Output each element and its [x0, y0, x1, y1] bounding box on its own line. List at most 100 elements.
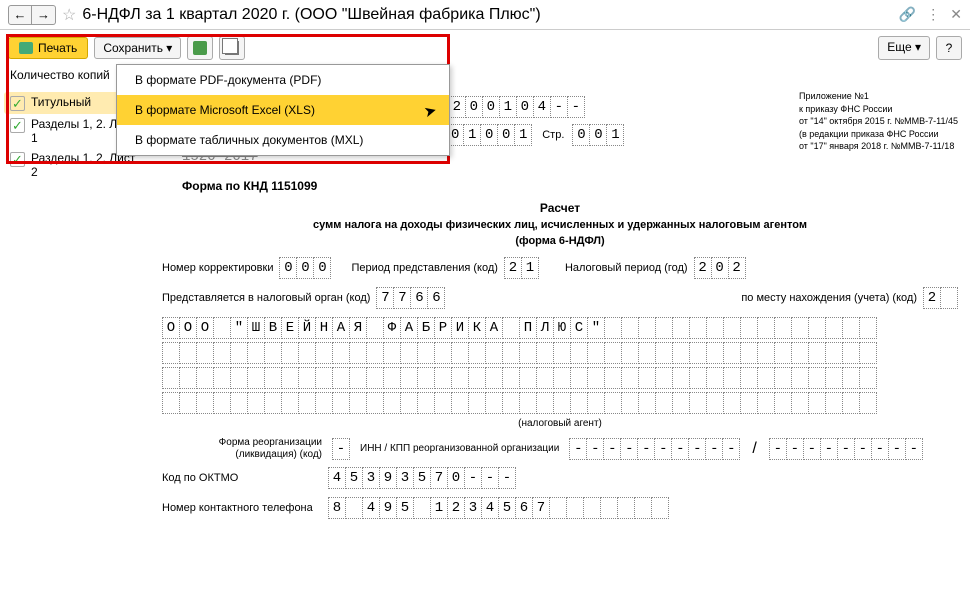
form-cell: [604, 392, 622, 414]
dropdown-item-xls[interactable]: В формате Microsoft Excel (XLS): [117, 95, 449, 125]
form-cell: 0: [296, 257, 314, 279]
form-cell: [757, 317, 775, 339]
form-cell: [774, 342, 792, 364]
save-dropdown-button[interactable]: Сохранить ▾: [94, 37, 181, 59]
form-cell: [485, 392, 503, 414]
form-cell: 4: [533, 96, 551, 118]
close-icon[interactable]: ✕: [950, 6, 962, 23]
period-label: Период представления (код): [351, 262, 497, 274]
kebab-menu-icon[interactable]: ⋮: [926, 6, 940, 23]
form-cell: [383, 367, 401, 389]
form-cell: [162, 367, 180, 389]
form-cell: 1: [463, 124, 481, 146]
form-cell: [400, 342, 418, 364]
form-cell: Я: [349, 317, 367, 339]
form-cell: [859, 367, 877, 389]
org-name-row4: [162, 392, 877, 414]
form-cell: [672, 342, 690, 364]
form-cell: [808, 342, 826, 364]
org-name-row1: ООО"ШВЕЙНАЯФАБРИКАПЛЮС": [162, 317, 877, 339]
tax-org-label: Представляется в налоговый орган (код): [162, 292, 370, 304]
checkbox-checked-icon[interactable]: ✓: [10, 96, 25, 111]
form-cell: -: [464, 467, 482, 489]
form-cell: 4: [328, 467, 346, 489]
form-cell: И: [451, 317, 469, 339]
print-button[interactable]: Печать: [8, 37, 88, 59]
form-cell: [383, 392, 401, 414]
form-cell: -: [332, 438, 350, 460]
form-cell: [638, 317, 656, 339]
form-cell: [383, 342, 401, 364]
form-cell: [553, 392, 571, 414]
correction-label: Номер корректировки: [162, 262, 273, 274]
copy-button[interactable]: [219, 36, 245, 60]
form-cell: [587, 367, 605, 389]
nav-back-button[interactable]: ←: [8, 5, 32, 25]
form-cell: [604, 342, 622, 364]
form-name: (форма 6-НДФЛ): [162, 235, 958, 247]
form-cell: С: [570, 317, 588, 339]
form-cell: [451, 367, 469, 389]
dropdown-item-pdf[interactable]: В формате PDF-документа (PDF): [117, 65, 449, 95]
form-cell: [940, 287, 958, 309]
form-cell: Ш: [247, 317, 265, 339]
form-cell: 0: [313, 257, 331, 279]
link-icon[interactable]: 🔗: [899, 6, 916, 23]
form-cell: -: [854, 438, 872, 460]
form-cell: -: [654, 438, 672, 460]
form-cell: [349, 367, 367, 389]
form-cell: [179, 367, 197, 389]
checkbox-checked-icon[interactable]: ✓: [10, 152, 25, 167]
form-cell: [264, 342, 282, 364]
form-cell: А: [400, 317, 418, 339]
form-cell: [230, 367, 248, 389]
form-cell: [638, 367, 656, 389]
form-cell: О: [196, 317, 214, 339]
form-cell: [468, 342, 486, 364]
help-button[interactable]: ?: [936, 36, 962, 60]
form-cell: [213, 392, 231, 414]
tax-period-cells: 202: [694, 257, 746, 279]
form-cell: 2: [923, 287, 941, 309]
form-cell: [859, 342, 877, 364]
oktmo-cells: 45393570---: [328, 467, 516, 489]
form-cell: 6: [515, 497, 533, 519]
form-cell: [451, 392, 469, 414]
form-cell: 7: [376, 287, 394, 309]
export-button[interactable]: [187, 36, 213, 60]
form-cell: К: [468, 317, 486, 339]
dropdown-item-mxl[interactable]: В формате табличных документов (MXL): [117, 125, 449, 155]
form-cell: [842, 367, 860, 389]
form-cell: ": [587, 317, 605, 339]
form-cell: Б: [417, 317, 435, 339]
sidebar-item-label: Титульный: [31, 95, 91, 109]
form-cell: [655, 317, 673, 339]
form-cell: [502, 317, 520, 339]
sidebar: ✓ Титульный ✓ Разделы 1, 2. Лист 1 ✓ Раз…: [0, 88, 150, 599]
form-cell: [825, 367, 843, 389]
printer-icon: [19, 42, 33, 54]
favorite-star-icon[interactable]: ☆: [62, 5, 76, 25]
form-cell: [587, 342, 605, 364]
form-cell: -: [671, 438, 689, 460]
form-cell: Ю: [553, 317, 571, 339]
form-cell: О: [162, 317, 180, 339]
form-cell: [468, 392, 486, 414]
form-cell: [536, 392, 554, 414]
form-cell: [634, 497, 652, 519]
form-cell: [570, 367, 588, 389]
form-cell: -: [871, 438, 889, 460]
form-cell: -: [905, 438, 923, 460]
form-cell: [196, 367, 214, 389]
subtitle: сумм налога на доходы физических лиц, ис…: [162, 219, 958, 231]
more-button[interactable]: Еще ▾: [878, 36, 930, 60]
form-cell: [655, 392, 673, 414]
form-cell: Р: [434, 317, 452, 339]
form-cell: [485, 342, 503, 364]
form-cell: [740, 392, 758, 414]
checkbox-checked-icon[interactable]: ✓: [10, 118, 25, 133]
nav-forward-button[interactable]: →: [32, 5, 56, 25]
reorg-inn-cells: ----------: [569, 438, 740, 460]
form-cell: -: [498, 467, 516, 489]
appendix-line: (в редакции приказа ФНС России: [799, 128, 958, 141]
